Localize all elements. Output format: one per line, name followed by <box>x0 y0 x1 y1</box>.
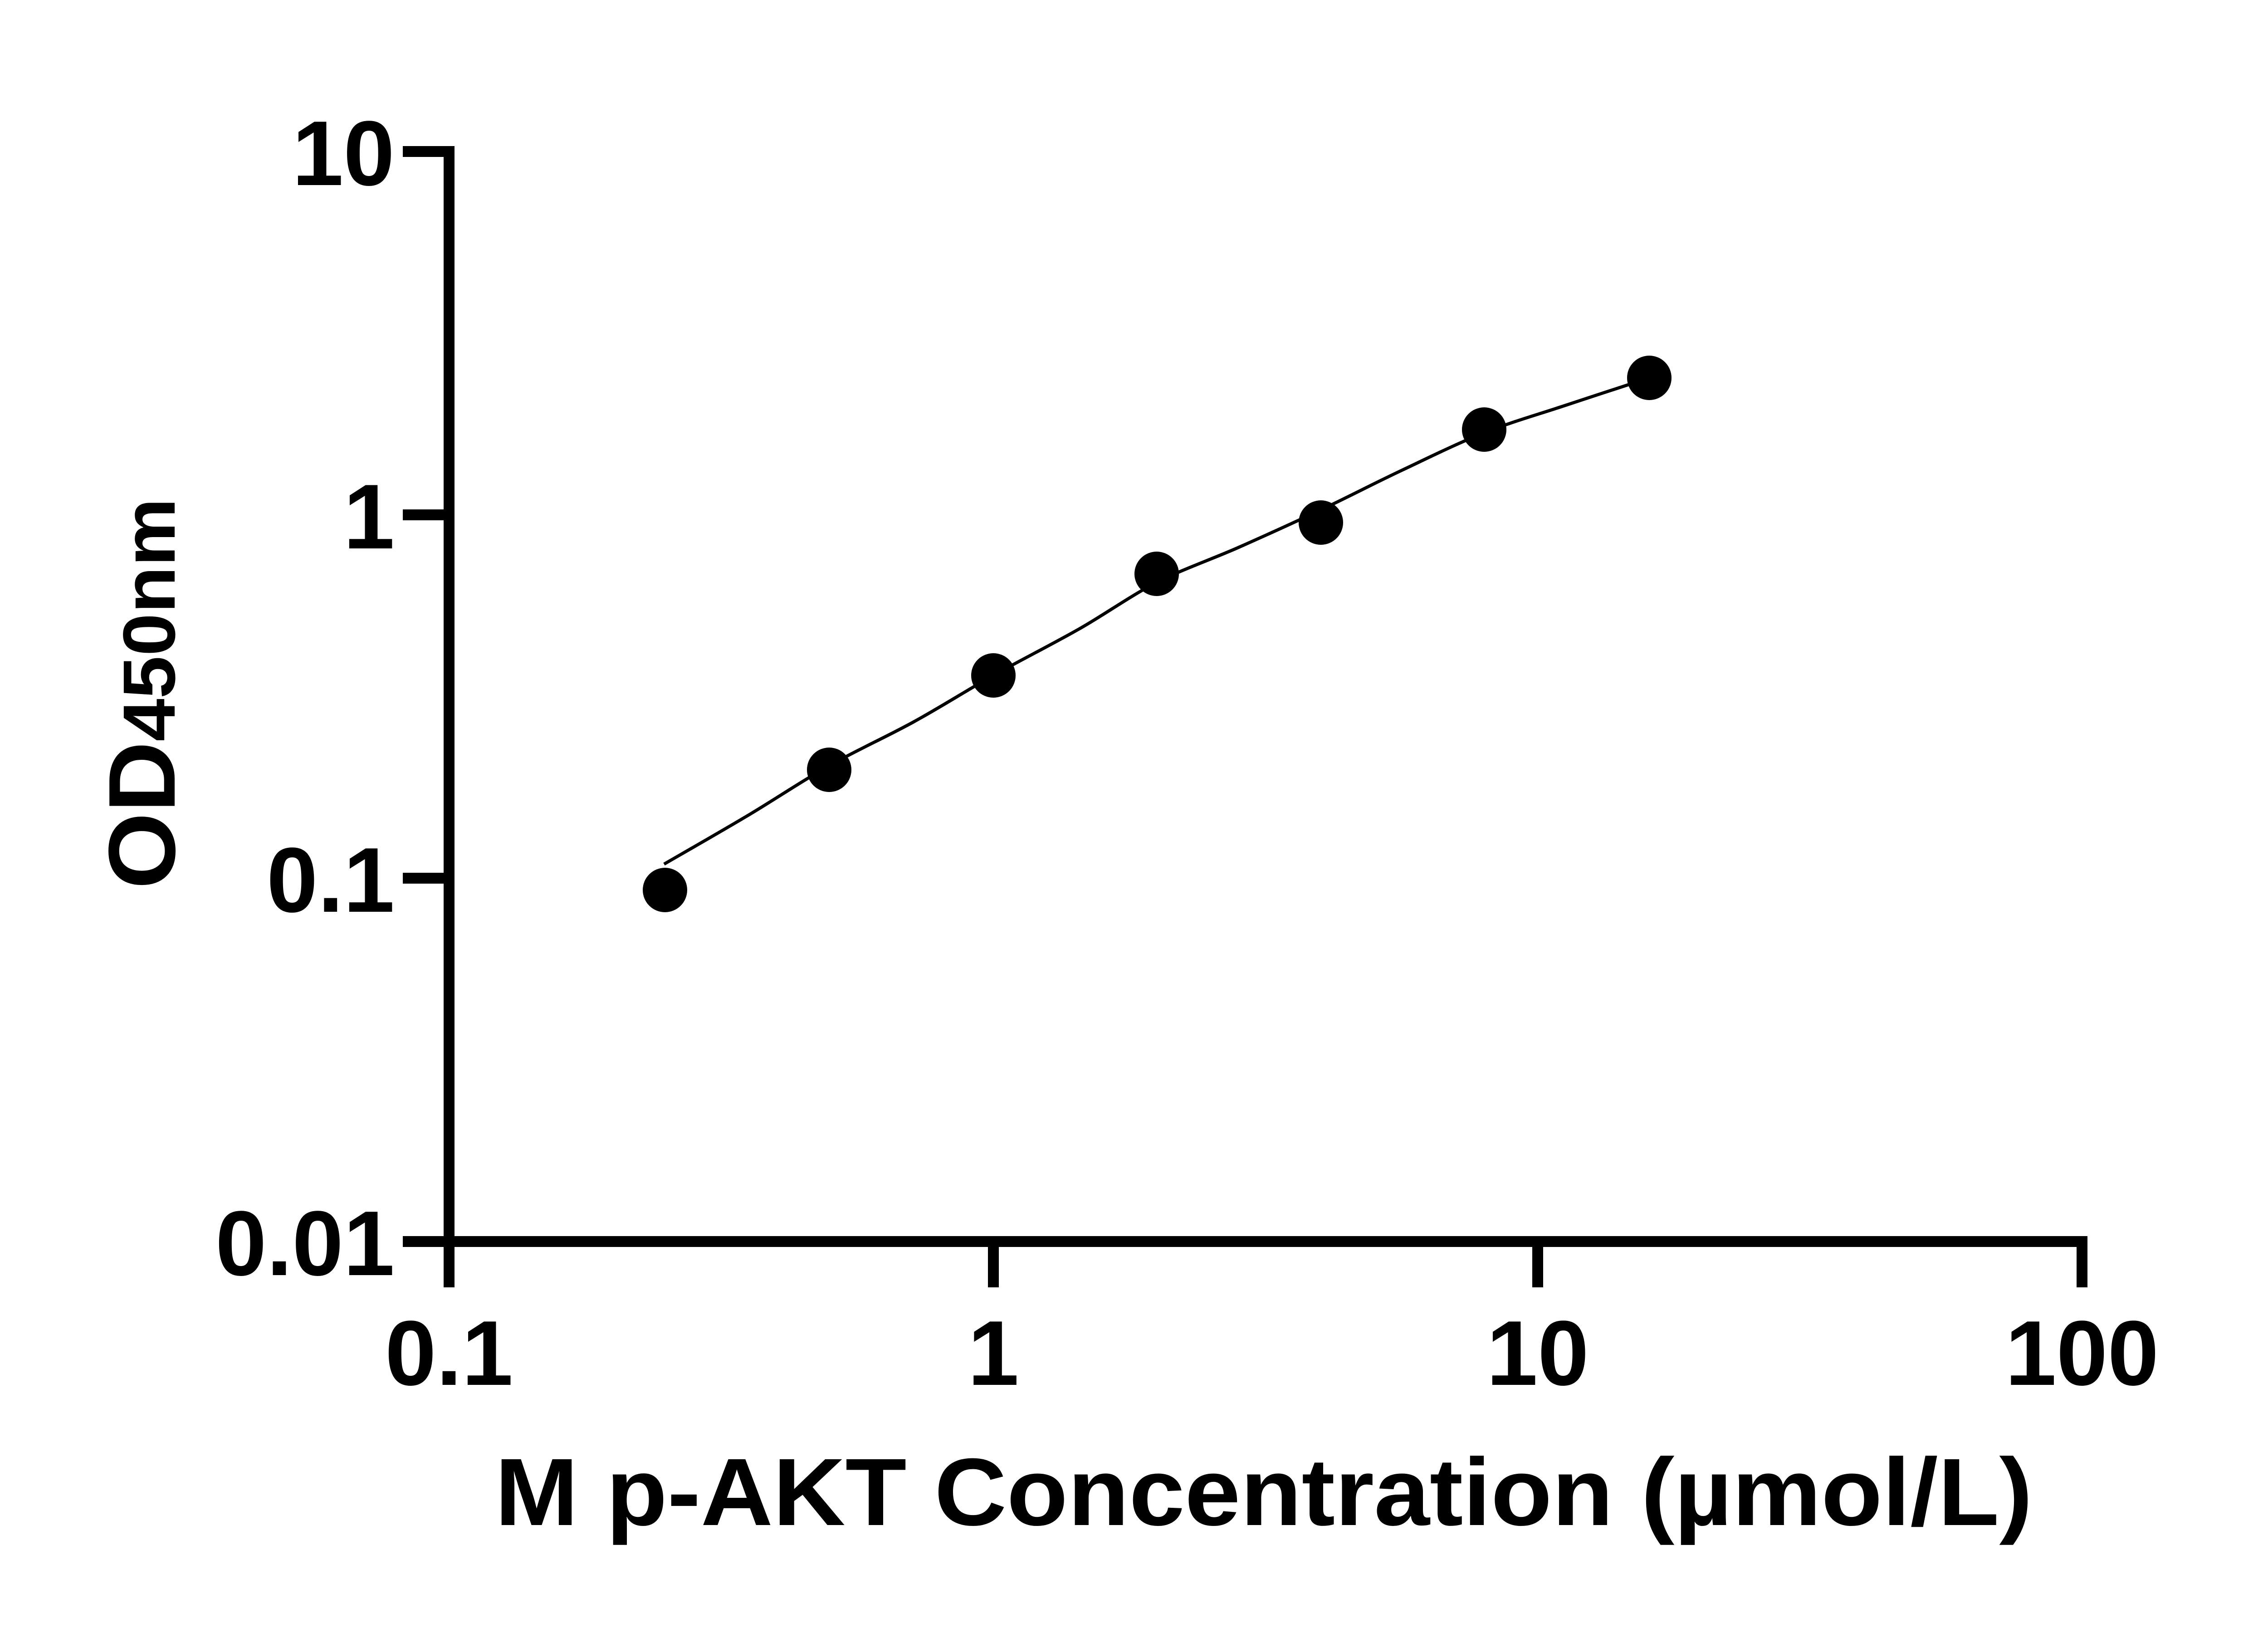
svg-text:0.01: 0.01 <box>215 1192 395 1295</box>
svg-text:10: 10 <box>1486 1302 1589 1405</box>
svg-text:1: 1 <box>968 1302 1019 1405</box>
svg-text:0.1: 0.1 <box>385 1302 513 1405</box>
svg-text:10: 10 <box>292 102 395 205</box>
svg-text:M p-AKT Concentration (µmol/L): M p-AKT Concentration (µmol/L) <box>495 1438 2033 1545</box>
svg-text:100: 100 <box>2005 1302 2159 1405</box>
svg-text:1: 1 <box>343 465 395 568</box>
svg-text:0.1: 0.1 <box>267 829 395 932</box>
svg-text:OD450nm: OD450nm <box>89 498 195 889</box>
